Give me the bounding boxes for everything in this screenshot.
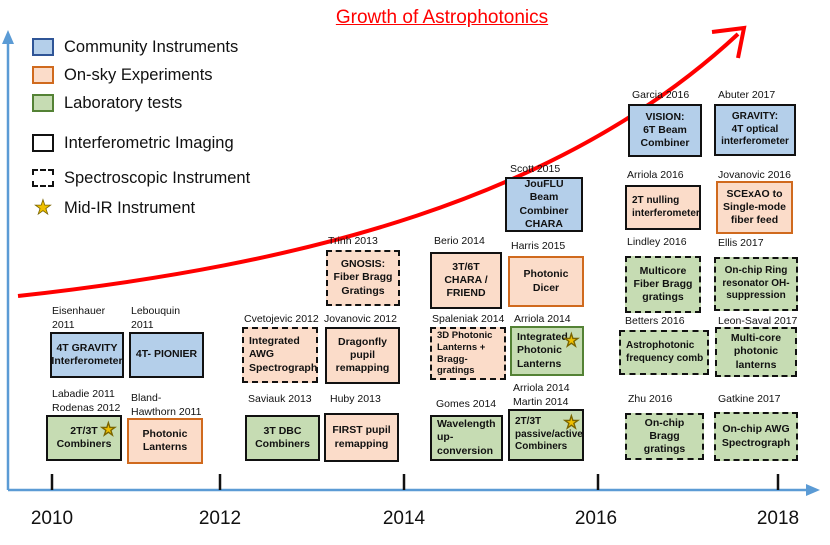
diagram-title: Growth of Astrophotonics — [335, 7, 549, 28]
legend-label: Mid-IR Instrument — [64, 198, 196, 217]
ref-label: Arriola 2014 Martin 2014 — [513, 382, 570, 408]
ref-label: Jovanovic 2012 — [324, 313, 397, 325]
box-vision: VISION: 6T Beam Combiner — [628, 104, 702, 157]
ref-label: Garcia 2016 — [632, 89, 690, 101]
ref-label: Eisenhauer 2011 — [52, 305, 106, 331]
ref-label: Betters 2016 — [625, 315, 685, 327]
ref-label: Ellis 2017 — [718, 237, 764, 249]
ref-label: Lindley 2016 — [627, 236, 687, 248]
box-gnosis: GNOSIS: Fiber Bragg Gratings — [326, 250, 400, 306]
ref-label: Leon-Saval 2017 — [718, 315, 798, 327]
growth-arrowhead — [711, 25, 747, 59]
growth-curve — [17, 32, 740, 298]
ref-label: Lebouquin 2011 — [131, 305, 181, 331]
horizontal-axis-arrowhead — [806, 484, 820, 496]
box-onchip-awg: On-chip AWG Spectrograph — [714, 412, 798, 461]
box-frequency-comb: Astrophotonic frequency comb — [619, 330, 709, 375]
legend-swatch-solid — [32, 134, 54, 152]
ref-label: Jovanovic 2016 — [718, 169, 791, 181]
ref-label: Spaleniak 2014 — [432, 313, 505, 325]
ref-label: Zhu 2016 — [628, 393, 673, 405]
ref-label: Abuter 2017 — [718, 89, 776, 101]
box-first: FIRST pupil remapping — [324, 413, 399, 462]
box-integrated-awg: Integrated AWG Spectrograph — [242, 327, 318, 383]
year-label-2016: 2016 — [574, 508, 618, 529]
box-nulling: 2T nulling interferometer — [625, 185, 701, 230]
star-icon: ★ — [100, 420, 116, 439]
box-pionier: 4T- PIONIER — [129, 332, 204, 378]
box-text: 2T/3T Combiners — [56, 424, 112, 450]
box-2t3t-combiners: 2T/3T Combiners ★ — [46, 415, 122, 461]
legend-on-sky: On-sky Experiments — [32, 63, 213, 87]
legend-swatch-green — [32, 94, 54, 112]
year-label-2012: 2012 — [198, 508, 242, 529]
legend-label: Interferometric Imaging — [64, 133, 234, 152]
legend-spectroscopic: Spectroscopic Instrument — [32, 166, 250, 190]
box-jouflu: JouFLU Beam Combiner CHARA — [505, 177, 583, 232]
star-icon: ★ — [563, 413, 579, 432]
box-onchip-bragg: On-chip Bragg gratings — [625, 413, 704, 460]
box-ring-resonator: On-chip Ring resonator OH- suppression — [714, 257, 798, 311]
box-chara-friend: 3T/6T CHARA / FRIEND — [430, 252, 502, 309]
legend-laboratory: Laboratory tests — [32, 91, 182, 115]
star-icon: ★ — [563, 331, 579, 350]
ref-label: Gomes 2014 — [436, 398, 497, 410]
legend-interferometric: Interferometric Imaging — [32, 131, 234, 155]
ref-label: Trinh 2013 — [328, 235, 378, 247]
ref-label: Bland- Hawthorn 2011 — [131, 392, 202, 418]
box-scexao: SCExAO to Single-mode fiber feed — [716, 181, 793, 234]
vertical-axis-arrowhead — [2, 30, 14, 44]
ref-label: Cvetojevic 2012 — [244, 313, 319, 325]
year-label-2010: 2010 — [30, 508, 74, 529]
ref-label: Gatkine 2017 — [718, 393, 781, 405]
year-label-2014: 2014 — [382, 508, 426, 529]
box-photonic-dicer: Photonic Dicer — [508, 256, 584, 307]
box-gravity-interferometer: 4T GRAVITY Interferometer — [50, 332, 124, 378]
box-text: Integrated Photonic Lanterns — [517, 331, 568, 370]
box-passive-active: 2T/3T passive/active Combiners ★ — [508, 409, 584, 461]
legend-swatch-blue — [32, 38, 54, 56]
legend-label: Laboratory tests — [64, 93, 183, 112]
box-photonic-lanterns: Photonic Lanterns — [127, 418, 203, 464]
ref-label: Saviauk 2013 — [248, 393, 312, 405]
box-dragonfly: Dragonfly pupil remapping — [325, 327, 400, 384]
box-wavelength: Wavelength up-conversion — [430, 415, 503, 461]
ref-label: Harris 2015 — [511, 240, 566, 252]
ref-label: Huby 2013 — [330, 393, 381, 405]
ref-label: Labadie 2011 Rodenas 2012 — [52, 388, 121, 414]
legend-mid-ir: ★ Mid-IR Instrument — [32, 196, 195, 220]
box-integrated-lanterns: Integrated Photonic Lanterns ★ — [510, 326, 584, 376]
ref-label: Arriola 2016 — [627, 169, 684, 181]
legend-community: Community Instruments — [32, 35, 238, 59]
box-lanterns-bragg: 3D Photonic Lanterns + Bragg-gratings — [430, 327, 506, 380]
box-text: 2T/3T passive/active Combiners — [515, 416, 583, 453]
box-gravity-optical: GRAVITY: 4T optical interferometer — [714, 104, 796, 156]
legend-swatch-orange — [32, 66, 54, 84]
legend-label: Spectroscopic Instrument — [64, 168, 251, 187]
legend-label: On-sky Experiments — [64, 65, 213, 84]
ref-label: Scott 2015 — [510, 163, 561, 175]
box-3t-dbc: 3T DBC Combiners — [245, 415, 320, 461]
box-multicore-lanterns: Multi-core photonic lanterns — [715, 327, 797, 377]
legend-swatch-dashed — [32, 169, 54, 187]
legend-label: Community Instruments — [64, 37, 239, 56]
star-icon: ★ — [34, 197, 53, 219]
year-label-2018: 2018 — [756, 508, 800, 529]
ref-label: Berio 2014 — [434, 235, 485, 247]
box-multicore-fbg: Multicore Fiber Bragg gratings — [625, 256, 701, 313]
ref-label: Arriola 2014 — [514, 313, 571, 325]
